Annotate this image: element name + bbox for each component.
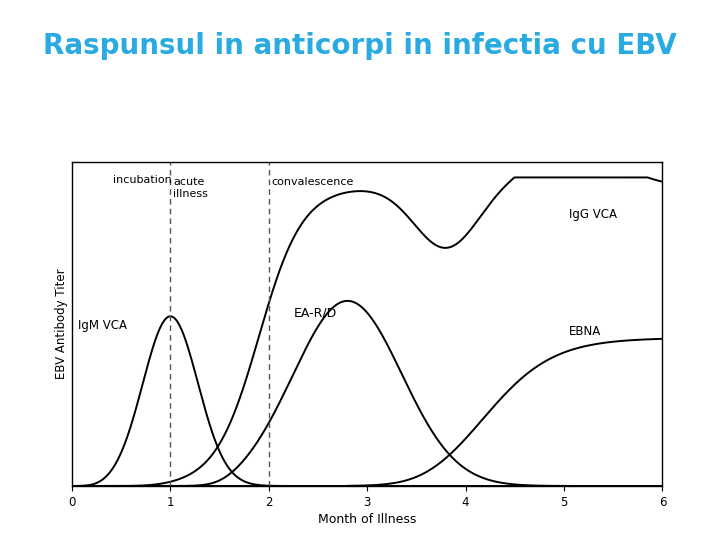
Text: IgM VCA: IgM VCA [78, 319, 127, 332]
Y-axis label: EBV Antibody Titer: EBV Antibody Titer [55, 269, 68, 379]
Text: incubation: incubation [113, 175, 172, 185]
Text: IgG VCA: IgG VCA [569, 208, 617, 221]
Text: Raspunsul in anticorpi in infectia cu EBV: Raspunsul in anticorpi in infectia cu EB… [43, 32, 677, 60]
Text: EBNA: EBNA [569, 325, 601, 338]
X-axis label: Month of Illness: Month of Illness [318, 513, 416, 526]
Text: acute
illness: acute illness [174, 178, 208, 199]
Text: convalescence: convalescence [271, 178, 354, 187]
Text: EA-R/D: EA-R/D [294, 307, 337, 320]
